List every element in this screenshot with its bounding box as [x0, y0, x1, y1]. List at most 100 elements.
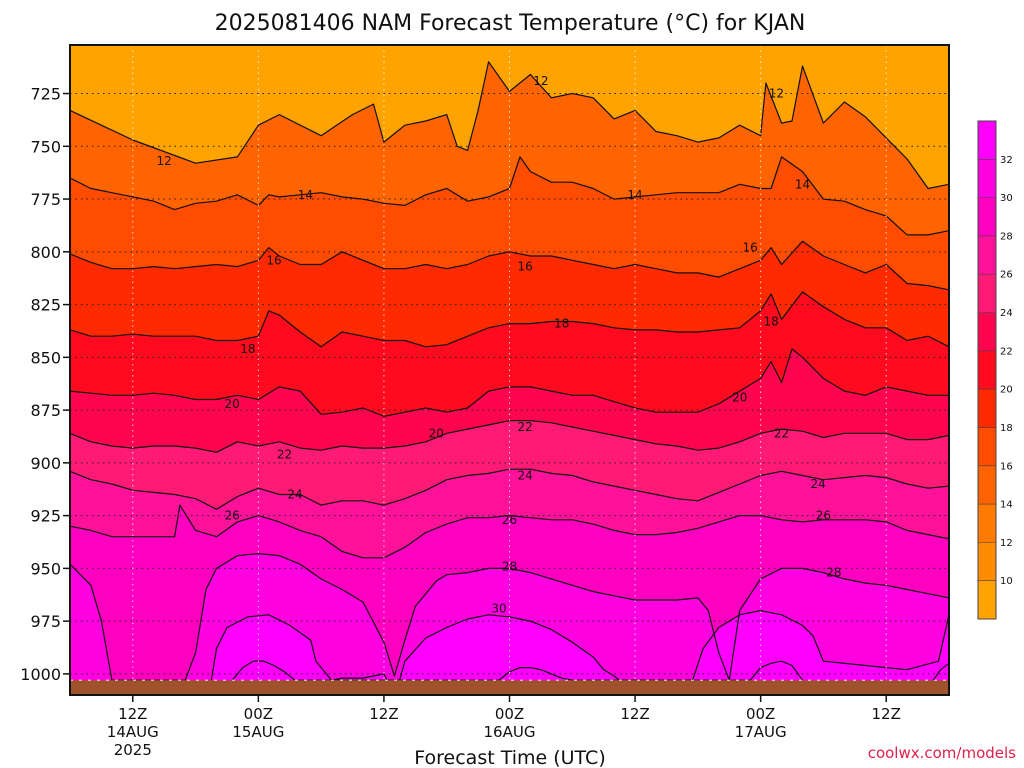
contour-label-20: 20: [429, 426, 444, 440]
isotherm-12: [70, 61, 949, 190]
colorbar-swatch: [978, 389, 996, 428]
contour-label-28: 28: [502, 559, 517, 573]
isotherm-14: [70, 156, 949, 236]
y-tick-label: 975: [30, 612, 61, 631]
y-axis: 725 750 775 800 825 850 875 900 925 950 975 1000: [20, 85, 70, 684]
y-tick-label: 850: [30, 348, 61, 367]
y-tick-label: 825: [30, 296, 61, 315]
chart-title: 2025081406 NAM Forecast Temperature (°C)…: [215, 11, 806, 36]
colorbar-label: 28: [1000, 231, 1013, 242]
isotherm-32: [932, 662, 949, 681]
contour-label-28: 28: [826, 566, 841, 580]
contour-label-26: 26: [502, 513, 517, 527]
contour-label-16: 16: [266, 253, 281, 267]
colorbar-swatch: [978, 235, 996, 275]
x-tick-date: 17AUG: [735, 723, 787, 741]
contour-label-26: 26: [816, 509, 831, 523]
x-tick-label: 00Z: [244, 705, 273, 723]
contour-label-16: 16: [518, 260, 533, 274]
grid-lines: [70, 45, 949, 695]
colorbar-label: 26: [1000, 270, 1013, 281]
colorbar-swatch: [978, 159, 996, 199]
isotherm-22: [70, 420, 949, 453]
credit-text: coolwx.com/models: [868, 744, 1016, 762]
colorbar-swatch: [978, 542, 996, 582]
ground-surface: [70, 679, 949, 695]
contour-label-22: 22: [277, 447, 292, 461]
contour-label-20: 20: [732, 390, 747, 404]
y-tick-label: 925: [30, 507, 61, 526]
y-tick-label: 800: [30, 243, 61, 262]
colorbar: 10 12 14 16 18 20 22 24 26 28 30 32: [977, 120, 1013, 620]
isotherm-28: [70, 552, 949, 681]
x-axis-label: Forecast Time (UTC): [414, 747, 605, 768]
x-tick-label: 12Z: [620, 705, 649, 723]
contour-label-30: 30: [491, 601, 506, 615]
y-tick-label: 950: [30, 559, 61, 578]
colorbar-label: 30: [1000, 193, 1013, 204]
contour-label-14: 14: [298, 188, 313, 202]
contour-label-24: 24: [518, 469, 533, 483]
contour-label-22: 22: [774, 426, 789, 440]
contour-label-24: 24: [287, 488, 302, 502]
ground-band: [70, 680, 949, 695]
isotherm-lines: [70, 61, 949, 681]
contour-label-18: 18: [554, 317, 569, 331]
x-tick-year: 2025: [114, 741, 152, 759]
colorbar-label: 16: [1000, 461, 1013, 472]
contour-label-20: 20: [225, 397, 240, 411]
colorbar-label: 20: [1000, 385, 1013, 396]
colorbar-swatch: [978, 427, 996, 467]
colorbar-label: 12: [1000, 538, 1013, 549]
colorbar-label: 24: [1000, 308, 1013, 319]
y-tick-label: 725: [30, 85, 61, 104]
x-tick-label: 12Z: [118, 705, 147, 723]
colorbar-swatch: [978, 312, 996, 352]
x-tick-date: 15AUG: [232, 723, 284, 741]
x-tick-date: 16AUG: [484, 723, 536, 741]
colorbar-swatch: [978, 274, 996, 314]
isotherm-26: [70, 504, 949, 559]
x-tick-label: 12Z: [872, 705, 901, 723]
colorbar-label: 18: [1000, 423, 1013, 434]
contour-label-16: 16: [743, 241, 758, 255]
colorbar-swatch: [978, 465, 996, 505]
colorbar-swatch: [978, 350, 996, 390]
contour-label-12: 12: [769, 87, 784, 101]
colorbar-swatch: [978, 121, 996, 160]
colorbar-frame: [977, 120, 997, 620]
contour-label-12: 12: [533, 74, 548, 88]
colorbar-label: 14: [1000, 500, 1013, 511]
contour-label-14: 14: [795, 177, 810, 191]
y-tick-label: 875: [30, 401, 61, 420]
colorbar-label: 10: [1000, 576, 1013, 587]
isotherm-30: [210, 609, 949, 681]
colorbar-label: 22: [1000, 346, 1013, 357]
contour-label-18: 18: [763, 314, 778, 328]
contour-label-24: 24: [811, 477, 826, 491]
colorbar-swatch: [978, 197, 996, 237]
contour-label-12: 12: [157, 154, 172, 168]
colorbar-label: 32: [1000, 155, 1013, 166]
colorbar-swatch: [978, 504, 996, 543]
x-tick-label: 12Z: [369, 705, 398, 723]
y-tick-label: 750: [30, 137, 61, 156]
isotherm-20: [70, 348, 949, 417]
contour-label-22: 22: [518, 420, 533, 434]
isotherm-16: [70, 240, 949, 291]
isotherm-32: [231, 660, 803, 681]
x-tick-label: 00Z: [746, 705, 775, 723]
contour-label-14: 14: [627, 188, 642, 202]
y-tick-label: 1000: [20, 665, 61, 684]
x-tick-label: 00Z: [495, 705, 524, 723]
y-tick-label: 900: [30, 454, 61, 473]
contour-label-26: 26: [225, 509, 240, 523]
y-tick-label: 775: [30, 190, 61, 209]
isotherm-18: [70, 291, 949, 348]
x-tick-date: 14AUG: [107, 723, 159, 741]
contour-labels: 12 12 12 14 14 14 16 16 16 18 18 18 20 20 20 22 22 22 24 24…: [157, 74, 842, 616]
colorbar-swatch: [978, 580, 996, 620]
contour-label-18: 18: [240, 342, 255, 356]
